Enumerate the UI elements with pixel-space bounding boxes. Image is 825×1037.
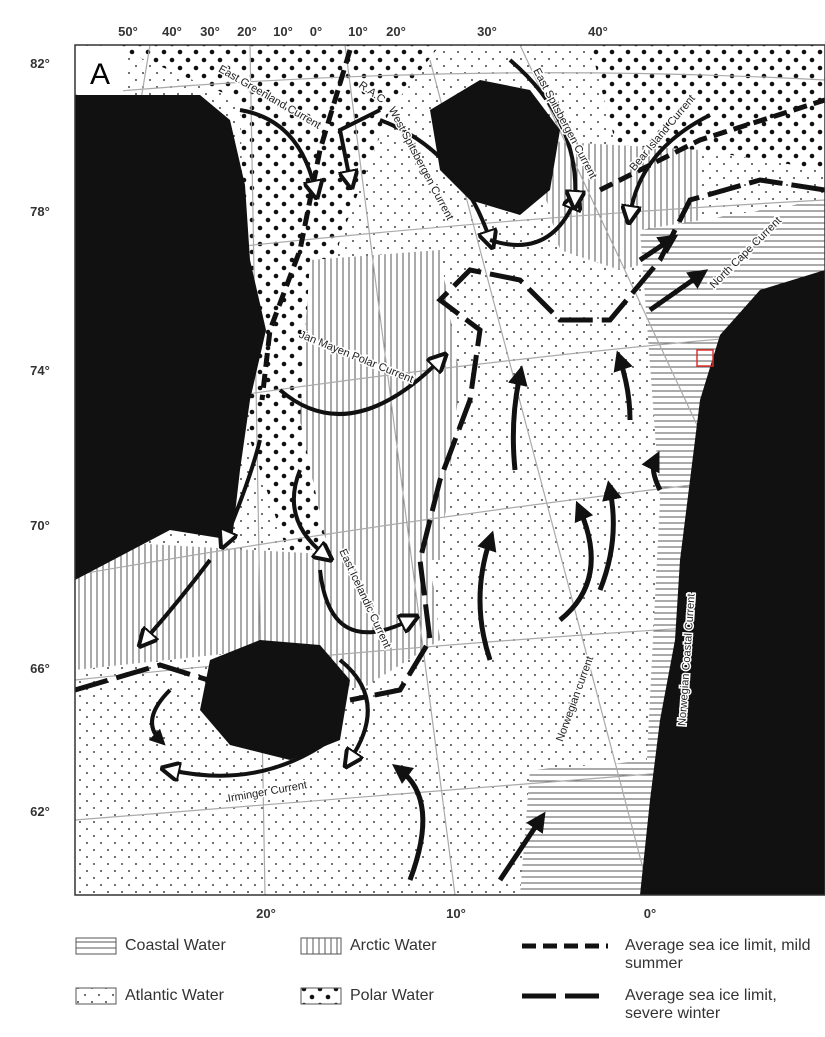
longitude-label: 30° (477, 24, 497, 39)
legend-swatch (300, 985, 342, 1007)
longitude-label: 0° (644, 906, 656, 921)
legend-label: Atlantic Water (125, 987, 295, 1005)
panel-label: A (90, 58, 110, 91)
legend-swatch (520, 935, 610, 957)
latitude-label: 74° (30, 363, 50, 378)
legend-label: Arctic Water (350, 937, 520, 955)
legend-box (76, 988, 116, 1004)
longitude-label: 40° (588, 24, 608, 39)
longitude-label: 40° (162, 24, 182, 39)
legend-label: Polar Water (350, 987, 520, 1005)
longitude-label: 10° (273, 24, 293, 39)
latitude-label: 82° (30, 56, 50, 71)
legend-label: Average sea ice limit, severe winter (625, 987, 820, 1023)
longitude-label: 0° (310, 24, 322, 39)
legend-swatch (75, 985, 117, 1007)
legend-box (301, 938, 341, 954)
longitude-label: 20° (386, 24, 406, 39)
longitude-label: 20° (256, 906, 276, 921)
latitude-label: 78° (30, 204, 50, 219)
legend-label: Average sea ice limit, mild summer (625, 937, 820, 973)
page: A 50° 40° 30° 20° 10° 0° 10° 20° 30° 40° 82° 78° 74°… (0, 0, 825, 1037)
legend-swatch (75, 935, 117, 957)
latitude-label: 66° (30, 661, 50, 676)
longitude-label: 10° (348, 24, 368, 39)
longitude-label: 50° (118, 24, 138, 39)
map-body (75, 45, 825, 895)
legend-box (76, 938, 116, 954)
coastal-water (520, 760, 660, 895)
latitude-label: 62° (30, 804, 50, 819)
legend-swatch (300, 935, 342, 957)
legend-box (301, 988, 341, 1004)
legend-swatch (520, 985, 610, 1007)
longitude-label: 20° (237, 24, 257, 39)
longitude-label: 10° (446, 906, 466, 921)
latitude-label: 70° (30, 518, 50, 533)
longitude-label: 30° (200, 24, 220, 39)
legend-label: Coastal Water (125, 937, 295, 955)
map: A 50° 40° 30° 20° 10° 0° 10° 20° 30° 40° 82° 78° 74°… (0, 0, 825, 930)
